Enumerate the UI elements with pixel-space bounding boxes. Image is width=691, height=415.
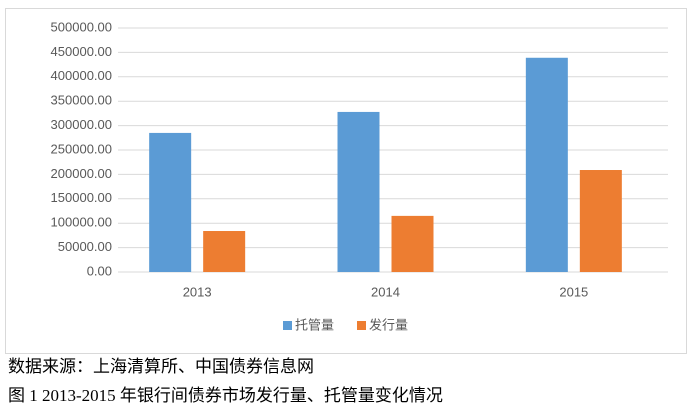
bar	[203, 231, 246, 272]
y-tick-label: 50000.00	[58, 239, 112, 254]
y-tick-label: 300000.00	[51, 117, 112, 132]
x-tick-label: 2015	[559, 284, 588, 299]
legend-label: 托管量	[295, 317, 334, 332]
legend-swatch	[283, 321, 292, 330]
source-note: 数据来源：上海清算所、中国债券信息网	[8, 357, 314, 376]
y-tick-label: 100000.00	[51, 215, 112, 230]
figure-caption: 图 1 2013-2015 年银行间债券市场发行量、托管量变化情况	[8, 386, 443, 405]
bar	[337, 111, 380, 272]
y-tick-label: 450000.00	[51, 44, 112, 59]
y-tick-label: 150000.00	[51, 190, 112, 205]
y-tick-label: 250000.00	[51, 141, 112, 156]
x-tick-label: 2014	[371, 284, 400, 299]
y-tick-label: 350000.00	[51, 93, 112, 108]
bar	[525, 57, 568, 272]
bar	[579, 170, 622, 272]
y-tick-label: 0.00	[87, 263, 112, 278]
legend-swatch	[357, 321, 366, 330]
x-tick-label: 2013	[183, 284, 212, 299]
bar	[391, 215, 434, 272]
y-tick-label: 400000.00	[51, 68, 112, 83]
y-tick-label: 500000.00	[51, 19, 112, 34]
y-tick-label: 200000.00	[51, 166, 112, 181]
legend-label: 发行量	[369, 317, 408, 332]
bar	[149, 132, 192, 272]
